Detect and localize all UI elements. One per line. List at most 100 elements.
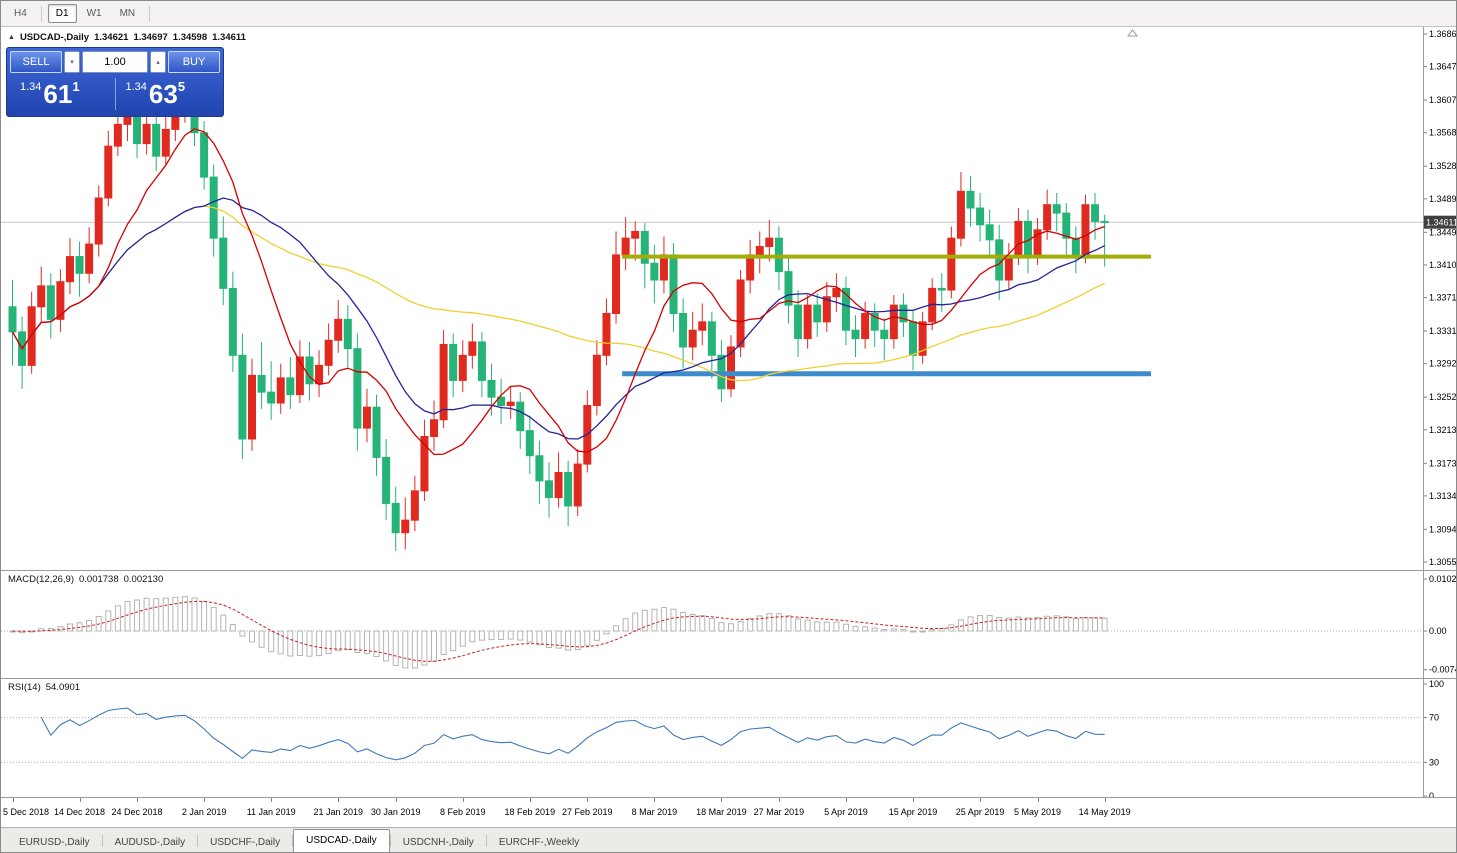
macd-bar (392, 630, 399, 666)
macd-bar (335, 630, 342, 652)
volume-input[interactable] (82, 51, 148, 73)
macd-bar (364, 630, 370, 655)
date-label: 21 Jan 2019 (313, 807, 363, 817)
price-axis-label: 1.36470 (1429, 62, 1457, 72)
candle-body (564, 471, 573, 507)
candle-body (861, 312, 870, 340)
date-label: 24 Dec 2018 (111, 807, 163, 817)
candle-body (315, 364, 324, 385)
price-axis-label: 1.36860 (1429, 29, 1457, 39)
price-chart-pane[interactable]: 1.36860 1.36470 1.36070 1.35680 1.35280 1.348… (1, 27, 1457, 570)
chart-shift-marker-icon[interactable] (1127, 29, 1138, 37)
candle-body (238, 354, 247, 440)
rsi-pane-border[interactable] (1, 678, 1456, 679)
macd-scale[interactable]: 0.01022 0.00 -0.00747 (1423, 574, 1457, 675)
macd-bar (478, 630, 485, 641)
macd-bar (843, 623, 849, 632)
macd-bar (344, 630, 351, 651)
date-label: 14 May 2019 (1078, 807, 1131, 817)
price-scale[interactable]: 1.36860 1.36470 1.36070 1.35680 1.35280 1.348… (1423, 29, 1457, 567)
macd-pane-border[interactable] (1, 570, 1456, 571)
candle-body (516, 401, 525, 432)
price-axis-label: 1.31730 (1429, 458, 1457, 468)
ohlc-close: 1.34611 (212, 32, 246, 43)
timeframe-button-w1[interactable]: W1 (86, 8, 102, 19)
macd-label: MACD(12,26,9) (8, 574, 74, 585)
rsi-axis-label: 30 (1429, 757, 1439, 767)
price-axis-label: 1.35280 (1429, 161, 1457, 171)
macd-pane[interactable]: 0.01022 0.00 -0.00747 (1, 571, 1457, 678)
candle-body (27, 306, 36, 366)
macd-bar (1082, 617, 1089, 632)
candle-body (46, 285, 55, 320)
candle-body (257, 374, 266, 393)
symbol-tab-audusd-daily[interactable]: AUDUSD-,Daily (114, 837, 186, 848)
candle-body (535, 455, 544, 482)
buy-price-display[interactable]: 1.34 63 5 (116, 75, 221, 113)
macd-bar (593, 630, 600, 641)
price-axis-label: 1.32130 (1429, 425, 1457, 435)
candle-body (976, 207, 985, 226)
time-axis-tick (338, 798, 340, 802)
macd-bar (354, 630, 361, 654)
macd-bar (689, 613, 696, 632)
macd-bar (1034, 617, 1041, 632)
macd-bar (555, 630, 562, 649)
macd-bar (1044, 615, 1051, 632)
time-axis-tick (529, 798, 531, 802)
macd-bar (210, 607, 217, 632)
macd-bar (38, 628, 45, 632)
symbol-tab-usdchf-daily[interactable]: USDCHF-,Daily (210, 837, 281, 848)
candle-body (573, 463, 582, 507)
macd-bar (977, 615, 984, 632)
buy-button[interactable]: BUY (168, 51, 220, 73)
time-axis-tick (587, 798, 589, 802)
rsi-scale[interactable]: 100 70 30 0 (1423, 679, 1444, 797)
symbol-tab-eurchf-weekly[interactable]: EURCHF-,Weekly (498, 837, 580, 848)
macd-bar (660, 606, 667, 632)
timeframe-button-h4[interactable]: H4 (14, 8, 27, 19)
candle-body (219, 237, 228, 289)
time-axis[interactable]: 5 Dec 2018 14 Dec 2018 24 Dec 2018 2 Jan 20… (1, 798, 1456, 829)
timeframe-button-d1[interactable]: D1 (47, 4, 77, 23)
symbol-tab-usdcad-daily[interactable]: USDCAD-,Daily (293, 829, 390, 852)
candle-body (832, 287, 841, 298)
macd-bar (929, 629, 936, 632)
candle-body (506, 401, 515, 407)
rsi-pane[interactable]: 100 70 30 0 (1, 679, 1457, 797)
macd-bar (680, 611, 687, 632)
macd-bar (890, 628, 897, 632)
macd-bar (373, 630, 380, 658)
candle-body (631, 230, 640, 239)
symbol-tab-eurusd-daily[interactable]: EURUSD-,Daily (19, 837, 90, 848)
macd-bar (1072, 618, 1079, 632)
timeframe-button-mn[interactable]: MN (119, 8, 136, 19)
macd-bar (919, 630, 926, 633)
volume-up-button[interactable]: ▴ (150, 51, 166, 73)
candle-body (966, 190, 975, 209)
macd-bar (804, 619, 811, 632)
candle-body (8, 306, 17, 333)
direction-up-icon: ▲ (8, 34, 15, 41)
date-label: 8 Mar 2019 (631, 807, 678, 817)
macd-bar (67, 623, 73, 632)
macd-bar (641, 609, 648, 632)
time-axis-tick (462, 798, 464, 802)
candle-body (382, 456, 391, 504)
date-label: 18 Mar 2019 (696, 807, 747, 817)
symbol-tab-usdcnh-daily[interactable]: USDCNH-,Daily (402, 837, 474, 848)
date-label: 2 Jan 2019 (181, 807, 227, 817)
sell-price-display[interactable]: 1.34 61 1 (10, 75, 115, 113)
volume-down-button[interactable]: ▾ (64, 51, 80, 73)
candle-body (1071, 237, 1080, 256)
sell-button[interactable]: SELL (10, 51, 62, 73)
macd-bar (1101, 617, 1108, 632)
candle-body (707, 321, 716, 356)
macd-bar (737, 620, 744, 632)
macd-bar (766, 613, 773, 632)
candle-body (841, 287, 850, 331)
macd-bar (411, 630, 418, 669)
candle-body (65, 256, 74, 283)
current-price-badge (1424, 215, 1456, 229)
candle-body (679, 312, 688, 348)
